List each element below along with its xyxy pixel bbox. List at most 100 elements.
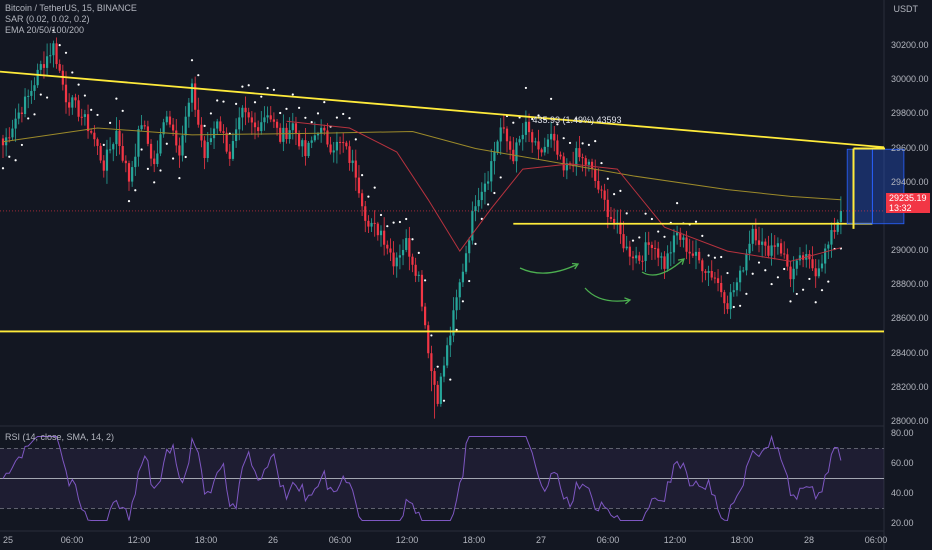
sar-dot [361, 173, 364, 177]
candle-body [115, 130, 118, 145]
sar-dot [512, 121, 515, 124]
sar-dot [694, 220, 698, 223]
sar-dot [625, 212, 628, 215]
candle-body [493, 152, 496, 162]
sar-dot [20, 143, 23, 147]
candle-body [52, 43, 55, 56]
sar-dot [8, 155, 11, 158]
candle-body [11, 128, 14, 138]
candle-body [46, 56, 49, 68]
sar-dot [222, 100, 225, 103]
candle-body [417, 274, 420, 276]
price-axis-tick: 28600.00 [891, 313, 929, 324]
candle-body [474, 206, 477, 212]
sar-dot [184, 155, 187, 159]
candle-body [707, 270, 710, 273]
candle-body [439, 376, 442, 404]
sar-dot [619, 189, 622, 192]
sar-dot [335, 116, 338, 119]
candle-body [23, 96, 27, 115]
candle-body [36, 69, 39, 86]
candle-body [165, 116, 168, 123]
candle-body [587, 161, 590, 165]
candle-body [839, 210, 842, 222]
candle-body [14, 118, 17, 129]
candle-body [754, 228, 757, 241]
candle-body [732, 290, 735, 293]
candle-body [720, 282, 723, 293]
candle-body [751, 228, 754, 244]
sar-dot [235, 102, 238, 105]
sar-dot [726, 271, 729, 275]
sar-dot [701, 234, 704, 237]
candle-body [600, 189, 603, 191]
sar-dot [587, 143, 591, 146]
candle-body [235, 129, 238, 142]
sar-dot [14, 159, 17, 162]
candle-body [222, 131, 225, 133]
candle-body [149, 143, 153, 159]
candle-body [691, 253, 694, 256]
candle-body [313, 135, 316, 141]
candle-body [216, 121, 219, 129]
candle-body [184, 116, 187, 136]
sar-dot [58, 43, 61, 47]
candle-body [496, 141, 499, 153]
candle-body [581, 157, 584, 159]
candle-body [329, 144, 332, 153]
candle-body [603, 190, 606, 200]
sar-dot [178, 177, 181, 180]
candle-body [726, 303, 729, 310]
sar-dot [304, 116, 307, 119]
sar-dot [348, 117, 351, 120]
candle-body [200, 124, 203, 141]
sar-dot [291, 93, 294, 96]
candle-body [666, 253, 669, 269]
candle-body [316, 133, 320, 136]
candle-body [105, 149, 109, 171]
candle-body [477, 200, 480, 207]
candle-body [833, 230, 836, 232]
candle-body [414, 264, 417, 276]
sar-dot [713, 256, 717, 259]
sar-dot [33, 113, 36, 116]
time-axis-tick: 12:00 [127, 535, 151, 545]
candle-body [635, 255, 638, 259]
rsi-axis-tick: 60.00 [891, 457, 914, 468]
candle-body [55, 43, 58, 65]
candle-body [606, 199, 609, 217]
sar-dot [424, 279, 427, 282]
candle-body [310, 140, 313, 143]
arrow-right-shoulder [641, 258, 685, 276]
candle-body [102, 160, 105, 171]
candle-body [257, 127, 260, 132]
candle-body [688, 251, 691, 254]
candle-body [594, 168, 597, 181]
candle-body [143, 125, 146, 127]
sar-dot [140, 148, 143, 151]
candle-body [219, 121, 222, 132]
sar-dot [808, 277, 811, 281]
sar-dot [638, 236, 641, 239]
candle-body [124, 160, 127, 164]
sar-dot [405, 217, 408, 221]
sar-dot [190, 59, 194, 62]
candle-body [335, 141, 338, 151]
candle-body [757, 240, 761, 245]
candle-body [156, 153, 159, 165]
candle-body [638, 255, 641, 261]
price-axis-tick: 29600.00 [891, 142, 929, 153]
sar-dot [827, 280, 830, 283]
candle-body [764, 241, 767, 246]
candle-body [534, 141, 537, 143]
candle-body [650, 244, 653, 248]
sar-dot [764, 269, 767, 272]
candle-body [427, 325, 430, 354]
candle-body [244, 107, 247, 113]
candle-body [685, 237, 688, 252]
arrow-right-shoulder-head [677, 258, 685, 265]
time-axis-tick: 06:00 [596, 535, 620, 545]
candle-body [361, 193, 364, 207]
